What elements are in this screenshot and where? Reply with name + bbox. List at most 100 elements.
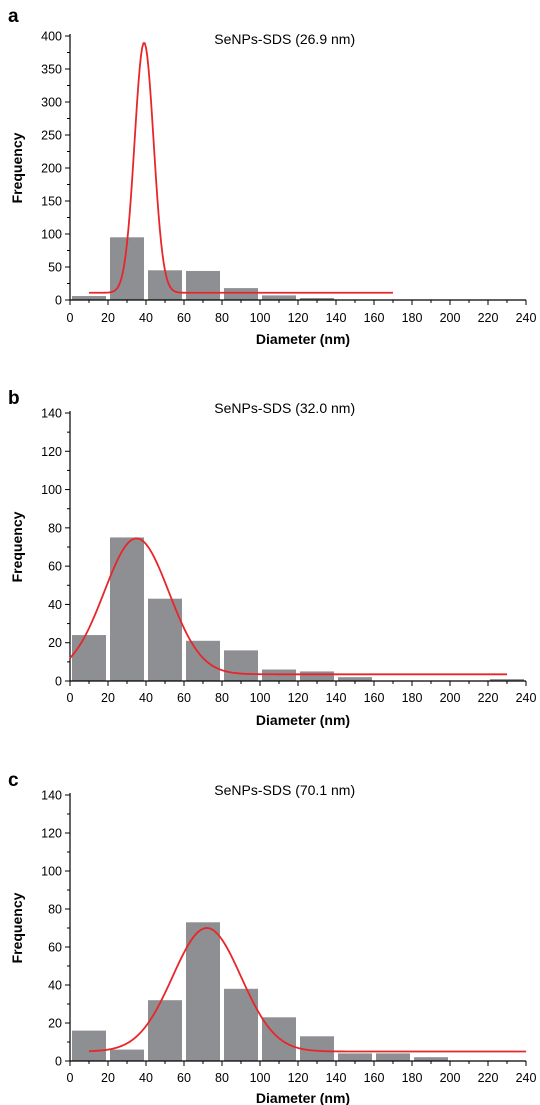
x-tick-label: 60 xyxy=(177,1071,191,1085)
y-tick-label: 0 xyxy=(55,675,62,689)
x-tick-label: 80 xyxy=(215,311,229,325)
histogram-bar xyxy=(338,1053,372,1061)
x-tick-label: 0 xyxy=(67,311,74,325)
histogram-bar xyxy=(262,669,296,681)
y-tick-label: 40 xyxy=(48,598,62,612)
histogram-bar xyxy=(376,1053,410,1061)
y-tick-label: 120 xyxy=(41,827,62,841)
y-tick-label: 200 xyxy=(41,162,62,176)
y-tick-label: 120 xyxy=(41,445,62,459)
chart-title: SeNPs-SDS (32.0 nm) xyxy=(214,400,355,416)
histogram-bar xyxy=(110,1049,144,1061)
gaussian-fit-curve xyxy=(69,537,507,676)
y-tick-label: 0 xyxy=(55,1055,62,1069)
y-tick-label: 100 xyxy=(41,228,62,242)
histogram-bar xyxy=(72,635,106,681)
y-tick-label: 0 xyxy=(55,294,62,308)
y-tick-label: 40 xyxy=(48,979,62,993)
y-tick-label: 20 xyxy=(48,1017,62,1031)
histogram-bar xyxy=(300,298,334,300)
x-tick-label: 140 xyxy=(326,1071,347,1085)
x-tick-label: 220 xyxy=(478,691,499,705)
x-tick-label: 0 xyxy=(67,1071,74,1085)
x-tick-label: 40 xyxy=(139,311,153,325)
chart-panel-c: c SeNPs-SDS (70.1 nm) 0 20 40 60 80 100 120 140 16… xyxy=(8,770,536,1105)
y-tick-label: 350 xyxy=(41,63,62,77)
histogram-bar xyxy=(186,270,220,300)
gaussian-fit-curve xyxy=(88,927,526,1053)
x-tick-label: 120 xyxy=(288,1071,309,1085)
x-tick-label: 220 xyxy=(478,1071,499,1085)
y-tick-label: 250 xyxy=(41,129,62,143)
histogram-bar xyxy=(414,1057,448,1061)
x-axis-title: Diameter (nm) xyxy=(256,331,350,347)
x-tick-label: 200 xyxy=(440,1071,461,1085)
histogram-bar xyxy=(186,922,220,1061)
chart-title: SeNPs-SDS (70.1 nm) xyxy=(214,782,355,798)
y-tick-label: 80 xyxy=(48,903,62,917)
x-tick-label: 120 xyxy=(288,691,309,705)
panel-letter: b xyxy=(8,388,20,409)
x-tick-label: 160 xyxy=(364,311,385,325)
x-tick-label: 180 xyxy=(402,311,423,325)
x-tick-label: 200 xyxy=(440,311,461,325)
histogram-bar xyxy=(224,288,258,300)
y-tick-label: 60 xyxy=(48,560,62,574)
x-axis-title: Diameter (nm) xyxy=(256,712,350,728)
y-tick-label: 140 xyxy=(41,789,62,803)
histogram-bar xyxy=(224,650,258,681)
histogram-bar xyxy=(262,295,296,300)
y-tick-label: 150 xyxy=(41,195,62,209)
histogram-bar xyxy=(338,677,372,681)
y-axis-title: Frequency xyxy=(9,511,25,582)
x-tick-label: 160 xyxy=(364,691,385,705)
x-tick-label: 220 xyxy=(478,311,499,325)
x-tick-label: 140 xyxy=(326,311,347,325)
y-tick-label: 100 xyxy=(41,483,62,497)
panel-letter: c xyxy=(8,770,19,791)
y-tick-label: 60 xyxy=(48,941,62,955)
panel-letter: a xyxy=(8,6,19,27)
x-tick-label: 120 xyxy=(288,311,309,325)
x-tick-label: 40 xyxy=(139,1071,153,1085)
x-tick-label: 80 xyxy=(215,691,229,705)
x-tick-label: 60 xyxy=(177,691,191,705)
histogram-bar xyxy=(186,640,220,681)
y-tick-label: 140 xyxy=(41,407,62,421)
y-tick-label: 300 xyxy=(41,96,62,110)
x-tick-label: 240 xyxy=(516,691,537,705)
x-tick-label: 100 xyxy=(250,691,271,705)
x-tick-label: 200 xyxy=(440,691,461,705)
y-tick-label: 400 xyxy=(41,30,62,44)
gaussian-fit-curve xyxy=(89,42,393,294)
x-tick-label: 180 xyxy=(402,691,423,705)
x-tick-label: 100 xyxy=(250,311,271,325)
histogram-bar xyxy=(224,988,258,1061)
histogram-bar xyxy=(72,1030,106,1061)
x-tick-label: 40 xyxy=(139,691,153,705)
x-tick-label: 0 xyxy=(67,691,74,705)
x-tick-label: 80 xyxy=(215,1071,229,1085)
x-tick-label: 20 xyxy=(101,1071,115,1085)
histogram-bar xyxy=(300,671,334,681)
x-tick-label: 20 xyxy=(101,311,115,325)
y-tick-label: 100 xyxy=(41,865,62,879)
x-tick-label: 20 xyxy=(101,691,115,705)
histogram-bar xyxy=(148,1000,182,1061)
y-axis-title: Frequency xyxy=(9,132,25,203)
x-tick-label: 180 xyxy=(402,1071,423,1085)
histogram-bar xyxy=(148,270,182,300)
histogram-bar xyxy=(72,296,106,300)
histogram-bar xyxy=(110,537,144,681)
x-axis-title: Diameter (nm) xyxy=(256,1090,350,1105)
chart-panel-b: b SeNPs-SDS (32.0 nm) 0 20 40 60 80 100 120 140 16… xyxy=(8,388,536,728)
y-tick-label: 20 xyxy=(48,636,62,650)
histogram-bar xyxy=(300,1036,334,1061)
x-tick-label: 240 xyxy=(516,311,537,325)
x-tick-label: 160 xyxy=(364,1071,385,1085)
x-tick-label: 140 xyxy=(326,691,347,705)
chart-title: SeNPs-SDS (26.9 nm) xyxy=(214,31,355,47)
y-axis-title: Frequency xyxy=(9,892,25,963)
histogram-bar xyxy=(490,679,524,681)
